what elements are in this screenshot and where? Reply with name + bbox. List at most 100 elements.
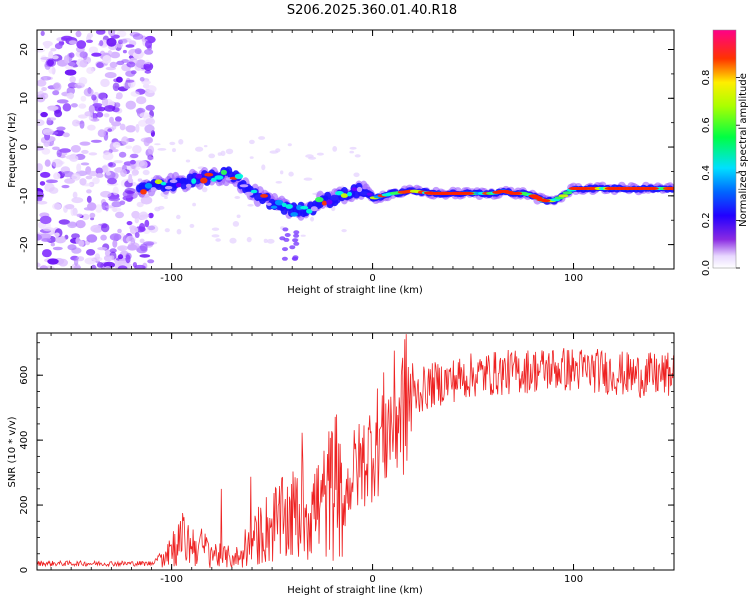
speckle — [164, 228, 170, 233]
noise-blob — [90, 118, 100, 122]
noise-blob — [52, 246, 63, 251]
noise-blob — [116, 92, 123, 100]
noise-blob — [61, 171, 74, 178]
noise-blob — [141, 80, 151, 85]
noise-blob — [94, 253, 100, 261]
speckle — [258, 136, 266, 140]
noise-blob — [87, 170, 99, 177]
noise-blob — [81, 213, 90, 220]
noise-blob — [94, 91, 99, 96]
noise-blob — [37, 234, 42, 241]
speckle — [178, 139, 184, 145]
noise-blob — [83, 87, 94, 97]
ridge-peak — [260, 194, 268, 198]
tail-blob — [281, 256, 288, 261]
noise-blob — [67, 221, 78, 229]
speckle — [275, 148, 281, 153]
noise-blob — [39, 181, 46, 186]
snr-ylabel: SNR (10 * v/v) — [7, 416, 18, 487]
ridge-peak — [150, 187, 157, 192]
noise-blob — [63, 55, 70, 64]
colorbar-tick-label: 0.0 — [701, 260, 712, 276]
noise-blob — [109, 255, 115, 261]
speckle — [246, 236, 252, 243]
noise-blob — [147, 145, 155, 155]
noise-blob — [125, 44, 135, 48]
noise-blob — [139, 77, 145, 82]
ridge-peak — [160, 181, 167, 186]
speckle — [201, 187, 208, 193]
ridge-peak — [667, 186, 674, 191]
noise-blob — [39, 233, 52, 240]
noise-blob — [78, 77, 88, 85]
noise-blob — [90, 217, 95, 221]
x-tick-label: 100 — [564, 273, 583, 284]
ridge-peak — [164, 185, 173, 190]
noise-blob — [139, 112, 150, 119]
x-tick-label: 0 — [369, 273, 375, 284]
speckle — [215, 238, 221, 242]
speckle — [275, 181, 283, 184]
noise-blob — [106, 37, 117, 47]
noise-blob — [109, 248, 117, 253]
noise-blob — [144, 49, 154, 55]
noise-blob — [70, 145, 81, 153]
ridge-peak — [300, 205, 309, 210]
speckle — [232, 221, 240, 227]
ridge-peak — [234, 173, 244, 179]
noise-blob — [70, 103, 78, 108]
noise-blob — [53, 83, 60, 89]
noise-blob — [109, 233, 122, 241]
noise-blob — [125, 254, 131, 264]
noise-blob — [88, 105, 95, 114]
noise-blob — [92, 103, 103, 107]
noise-blob — [104, 249, 111, 257]
noise-blob — [135, 123, 140, 133]
noise-blob — [131, 210, 140, 219]
noise-blob — [117, 254, 124, 260]
noise-blob — [105, 171, 111, 176]
y-tick-label: 0 — [19, 144, 30, 150]
noise-blob — [40, 111, 48, 118]
noise-blob — [79, 120, 85, 129]
noise-blob — [139, 243, 148, 252]
noise-blob — [112, 239, 118, 248]
noise-blob — [76, 213, 83, 218]
noise-blob — [90, 264, 97, 269]
ridge-peak — [285, 204, 293, 209]
noise-blob — [140, 196, 153, 205]
noise-blob — [39, 265, 48, 269]
y-tick-label: 200 — [19, 496, 30, 515]
ridge-peak — [200, 177, 208, 184]
noise-blob — [53, 172, 61, 180]
speckle — [176, 214, 181, 220]
ridge-peak — [175, 182, 182, 188]
y-tick-label: -20 — [19, 236, 30, 252]
noise-blob — [51, 158, 63, 168]
noise-blob — [52, 90, 60, 96]
noise-blob — [91, 94, 97, 101]
noise-blob — [125, 70, 136, 77]
noise-blob — [87, 124, 96, 131]
noise-blob — [88, 152, 98, 156]
noise-blob — [117, 265, 128, 269]
noise-blob — [96, 262, 104, 268]
noise-blob — [111, 121, 122, 127]
speckle — [195, 146, 204, 152]
x-tick-label: 0 — [369, 574, 375, 585]
noise-blob — [144, 70, 152, 74]
tail-blob — [292, 255, 299, 260]
noise-blob — [128, 178, 134, 184]
noise-blob — [47, 117, 57, 121]
speckle — [211, 234, 220, 238]
noise-blob — [102, 55, 112, 64]
ridge-peak — [296, 204, 303, 211]
noise-blob — [108, 30, 116, 37]
noise-blob — [40, 30, 45, 36]
noise-blob — [145, 137, 153, 144]
ridge-peak — [306, 208, 313, 214]
noise-blob — [97, 106, 106, 112]
noise-blob — [87, 202, 97, 211]
noise-blob — [117, 228, 122, 234]
